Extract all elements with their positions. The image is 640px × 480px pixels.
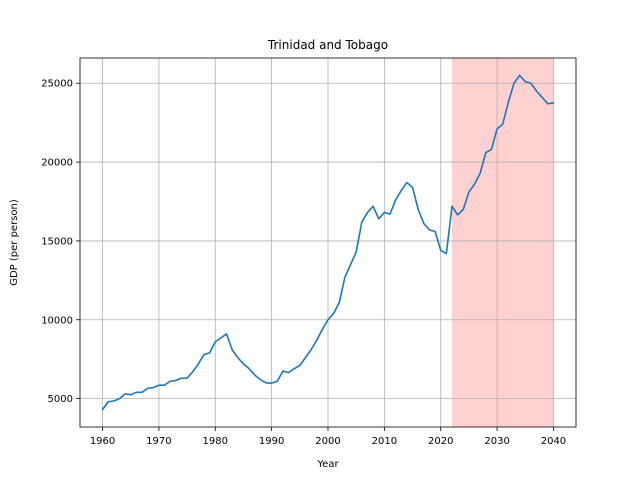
x-tick-label: 1960: [90, 436, 115, 447]
x-tick-label: 2020: [428, 436, 453, 447]
x-axis-label: Year: [316, 459, 339, 470]
y-tick-label: 20000: [41, 158, 73, 169]
x-tick-label: 1970: [146, 436, 171, 447]
y-tick-label: 25000: [41, 79, 73, 90]
x-tick-label: 1980: [203, 436, 228, 447]
x-tick-label: 2010: [372, 436, 397, 447]
x-tick-label: 2040: [541, 436, 566, 447]
highlight-region: [452, 58, 553, 427]
y-axis-label: GDP (per person): [9, 199, 20, 286]
x-tick-label: 2000: [315, 436, 340, 447]
x-tick-label: 1990: [259, 436, 284, 447]
y-tick-label: 5000: [48, 394, 73, 405]
y-tick-label: 10000: [41, 315, 73, 326]
y-tick-label: 15000: [41, 236, 73, 247]
chart-title: Trinidad and Tobago: [267, 38, 388, 52]
x-tick-label: 2030: [484, 436, 509, 447]
highlight-layer: [452, 58, 553, 427]
